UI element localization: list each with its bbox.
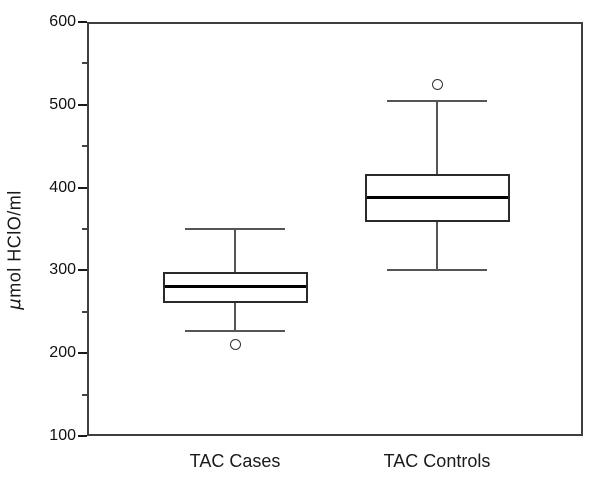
y-axis-title-mu: μ (4, 297, 26, 310)
median-line (164, 284, 306, 288)
y-tick-label: 600 (49, 13, 76, 30)
upper-whisker-line (234, 229, 236, 273)
lower-whisker-line (436, 222, 438, 271)
outlier-circle (229, 339, 241, 351)
upper-whisker-line (436, 100, 438, 174)
y-axis-title: μmol HClO/ml (5, 190, 26, 309)
y-axis-major-tick (78, 103, 87, 106)
y-axis-major-tick (78, 435, 87, 437)
y-axis-major-tick (78, 21, 87, 23)
y-tick-label: 400 (49, 178, 76, 196)
y-axis-title-text: mol HClO/ml (4, 190, 25, 298)
lower-whisker-cap (185, 329, 285, 332)
y-axis-major-tick (78, 352, 87, 355)
y-axis-major-tick (78, 269, 87, 272)
plot-area (87, 22, 583, 436)
outlier-circle (431, 79, 443, 91)
y-axis-major-tick (78, 186, 87, 189)
lower-whisker-cap (387, 269, 487, 272)
y-axis-minor-tick (82, 145, 87, 148)
upper-whisker-cap (387, 99, 487, 102)
median-line (366, 196, 508, 200)
y-axis-minor-tick (82, 393, 87, 396)
y-axis-minor-tick (82, 228, 87, 230)
x-category-label: TAC Cases (189, 451, 281, 471)
y-axis-minor-tick (82, 62, 87, 65)
y-tick-label: 100 (49, 427, 76, 444)
x-category-label: TAC Controls (383, 451, 491, 471)
upper-whisker-cap (185, 228, 285, 230)
lower-whisker-line (234, 302, 236, 331)
y-tick-label: 300 (49, 261, 76, 279)
y-tick-label: 500 (49, 95, 76, 113)
y-axis-minor-tick (82, 310, 87, 313)
y-tick-label: 200 (49, 344, 76, 362)
